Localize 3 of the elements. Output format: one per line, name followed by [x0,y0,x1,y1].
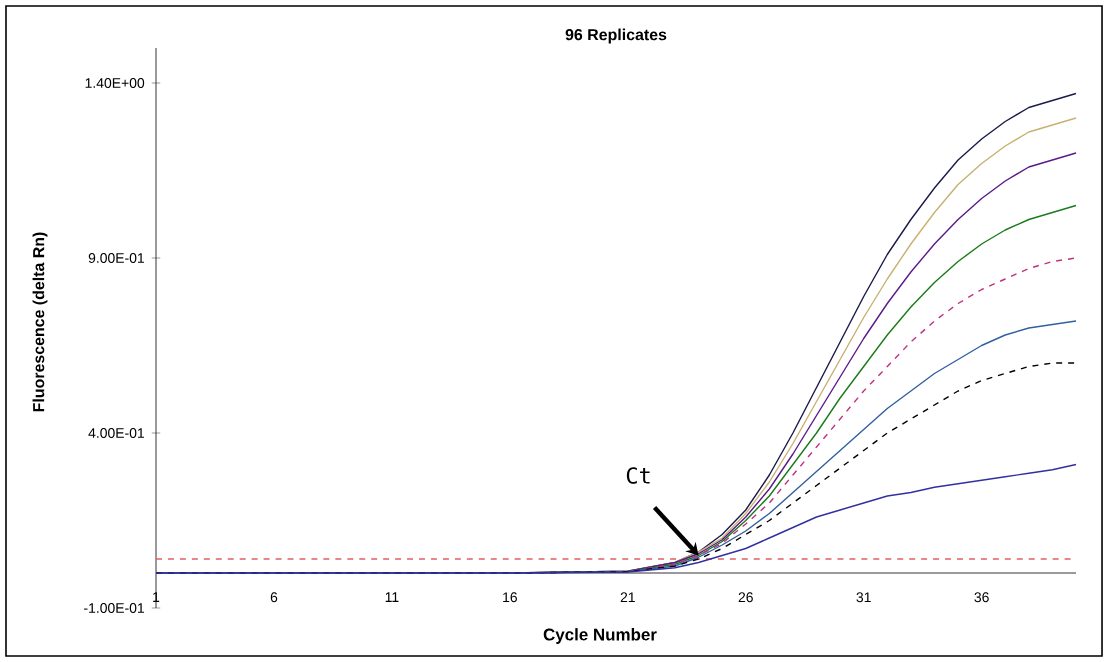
annotation: Ct [626,467,650,484]
x-axis-title: Cycle Number [543,628,657,644]
line-series [155,463,1077,574]
